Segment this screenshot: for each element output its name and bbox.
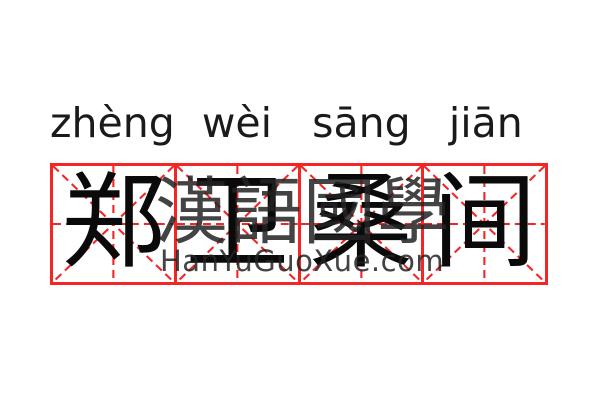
grid-cell-1: 郑: [53, 166, 177, 282]
cell-guide-lines: [300, 166, 422, 282]
pinyin-row: zhèng wèi sāng jiān: [50, 96, 548, 150]
grid-cell-3: 桑: [300, 166, 425, 282]
pinyin-syllable-2: wèi: [201, 99, 273, 147]
pinyin-syllable-3: sāng: [312, 99, 411, 147]
pinyin-syllable-1: zhèng: [50, 99, 175, 147]
pinyin-syllable-4: jiān: [448, 99, 523, 147]
cell-guide-lines: [53, 166, 174, 282]
grid-cell-4: 间: [424, 166, 545, 282]
cell-guide-lines: [176, 166, 298, 282]
grid-cell-2: 卫: [176, 166, 301, 282]
cell-guide-lines: [424, 166, 545, 282]
tianzige-grid: 郑 卫 桑: [50, 163, 548, 285]
